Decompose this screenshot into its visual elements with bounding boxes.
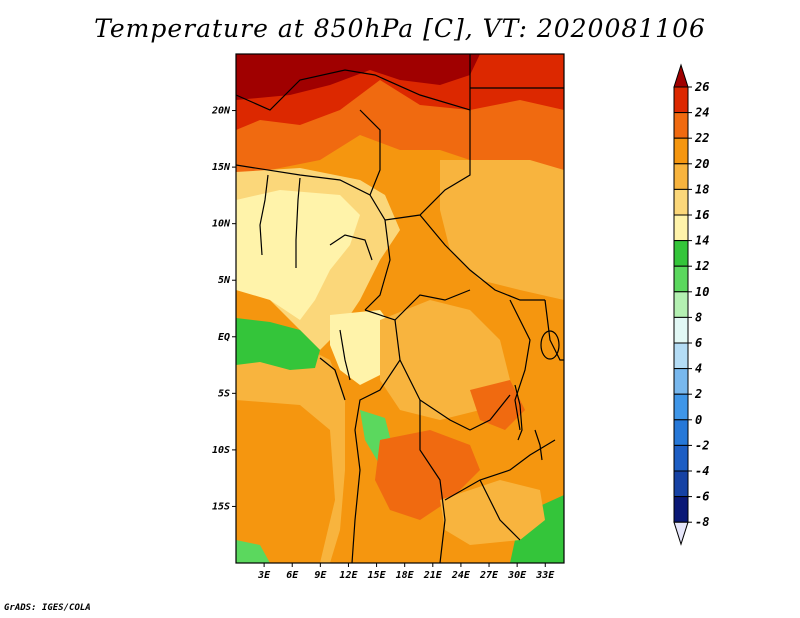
colorbar-label: 8 [695, 310, 702, 324]
lon-tick-label: 18E [396, 570, 415, 581]
map-frame [235, 53, 565, 564]
band-16-west [236, 190, 360, 320]
lon-tick-label: 27E [479, 570, 499, 581]
band-20-atlantic [236, 400, 335, 563]
colorbar-swatch [673, 470, 689, 498]
colorbar-swatch [673, 496, 689, 523]
colorbar-label: -4 [695, 464, 709, 478]
colorbar-label: 4 [695, 362, 702, 376]
lon-tick-label: 30E [507, 570, 527, 581]
lat-tick-label: 10S [212, 445, 230, 456]
colorbar-label: 2 [694, 387, 702, 401]
longitude-axis: 3E 6E 9E 12E 15E 18E 21E 24E 27E 30E 33E [257, 563, 555, 581]
colorbar-label: 14 [695, 234, 709, 248]
colorbar-label: 16 [695, 208, 709, 222]
colorbar-label: 22 [694, 131, 709, 145]
colorbar-swatch [673, 265, 689, 293]
band-12-se [510, 495, 564, 563]
colorbar-swatch [673, 214, 689, 242]
lat-tick-label: 20N [211, 106, 231, 117]
colorbar-swatch [673, 137, 689, 165]
lon-tick-label: 12E [339, 570, 358, 581]
lat-tick-label: 5N [218, 275, 231, 286]
band-26 [236, 54, 480, 100]
colorbar-swatch [673, 316, 689, 344]
lon-tick-label: 3E [257, 570, 271, 581]
lon-tick-label: 21E [423, 570, 443, 581]
colorbar-swatch [673, 240, 689, 267]
colorbar-swatch [673, 86, 689, 114]
colorbar-swatch [673, 342, 689, 370]
lat-tick-label: 15N [212, 162, 231, 173]
lon-tick-label: 9E [314, 570, 327, 581]
band-22-south [375, 430, 480, 520]
lat-tick-label: 15S [212, 501, 230, 512]
lat-tick-label: 5S [218, 388, 230, 399]
colorbar-label: 18 [695, 182, 709, 196]
colorbar-label: -8 [695, 515, 709, 529]
colorbar-swatch [673, 419, 689, 446]
map-title: Temperature at 850hPa [C], VT: 202008110… [94, 14, 706, 43]
colorbar-top-arrow [673, 63, 689, 88]
latitude-axis: 20N 15N 10N 5N EQ 5S 10S 15S [211, 106, 236, 512]
band-22-lake [470, 380, 525, 430]
band-12-gulf [236, 318, 320, 370]
lat-tick-label: 10N [212, 219, 231, 230]
lakes [514, 330, 560, 461]
colorbar-label: 0 [695, 413, 702, 427]
colorbar-bottom-arrow [673, 521, 689, 546]
colorbar-swatch [673, 188, 689, 216]
colorbar-label: -2 [695, 438, 709, 452]
lon-tick-label: 33E [535, 570, 555, 581]
colorbar-swatch [673, 393, 689, 421]
band-18-south [440, 480, 545, 545]
colorbar-swatch [673, 163, 689, 190]
lat-tick-label: EQ [218, 332, 230, 343]
colorbar-label: 10 [695, 285, 709, 299]
lon-tick-label: 6E [286, 570, 299, 581]
colorbar-label: 24 [694, 106, 709, 120]
colorbar-label: 26 [694, 80, 709, 94]
lon-tick-label: 24E [451, 570, 471, 581]
band-12-sw [236, 540, 270, 563]
country-borders [236, 54, 564, 563]
colorbar-label: 6 [695, 336, 702, 350]
colorbar-swatch [673, 368, 689, 395]
colorbar-swatch [673, 444, 689, 472]
temperature-field [236, 54, 564, 563]
colorbar-label: -6 [695, 490, 709, 504]
colorbar-swatch [673, 291, 689, 318]
colorbar-label: 20 [694, 157, 709, 171]
colorbar-swatch [673, 112, 689, 139]
credit-label: GrADS: IGES/COLA [4, 603, 91, 613]
lon-tick-label: 15E [368, 570, 387, 581]
band-18-east [440, 160, 564, 300]
colorbar-label: 12 [695, 259, 709, 273]
